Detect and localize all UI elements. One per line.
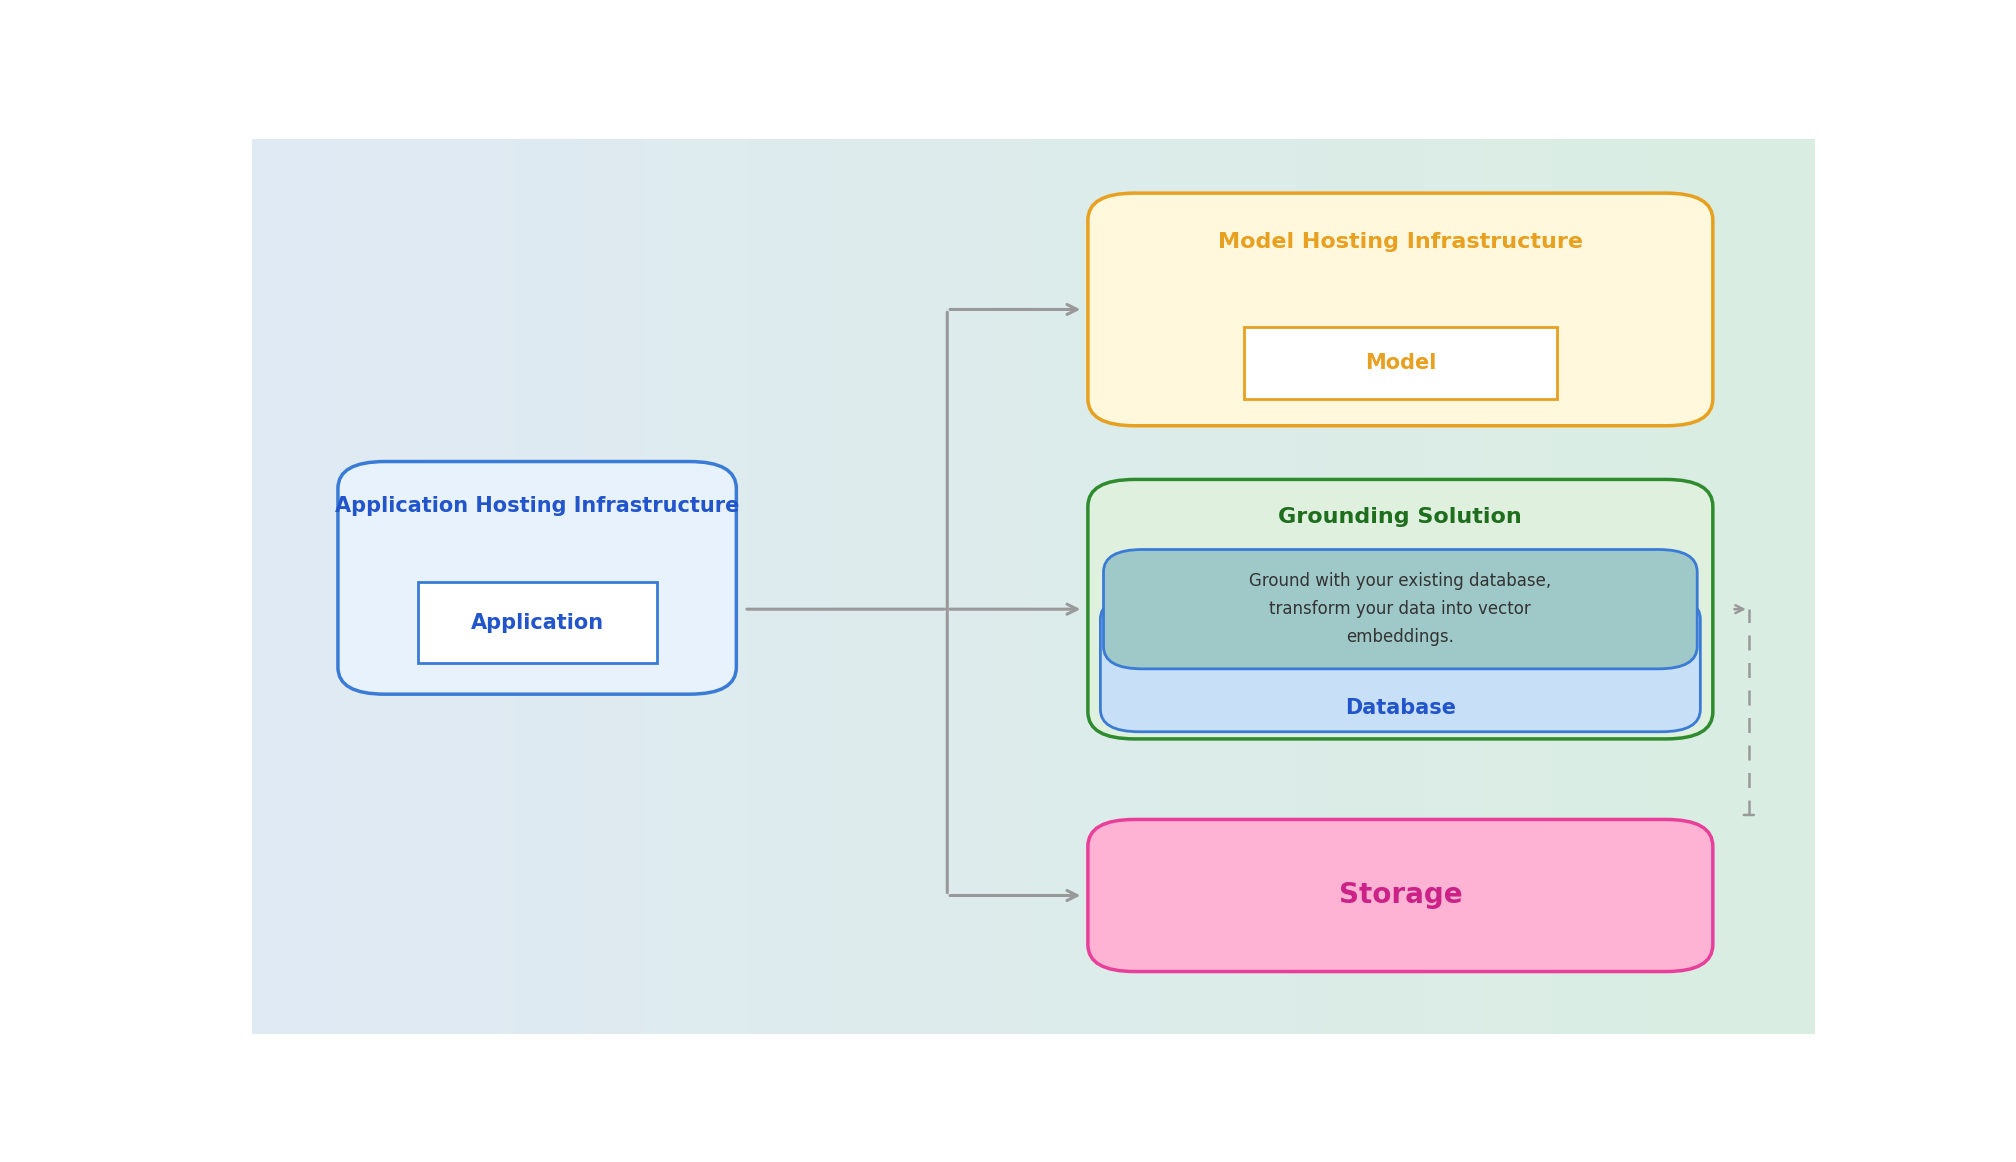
- FancyBboxPatch shape: [1244, 328, 1556, 399]
- Text: Model: Model: [1365, 353, 1435, 373]
- FancyBboxPatch shape: [1101, 597, 1699, 732]
- Text: Application: Application: [470, 612, 603, 632]
- FancyBboxPatch shape: [339, 461, 736, 694]
- FancyBboxPatch shape: [1089, 193, 1714, 425]
- FancyBboxPatch shape: [1103, 550, 1697, 669]
- Text: Model Hosting Infrastructure: Model Hosting Infrastructure: [1218, 232, 1583, 252]
- Text: Database: Database: [1345, 698, 1456, 718]
- FancyBboxPatch shape: [417, 582, 657, 662]
- FancyBboxPatch shape: [1089, 480, 1714, 739]
- Text: Grounding Solution: Grounding Solution: [1278, 507, 1522, 528]
- Text: Storage: Storage: [1339, 882, 1462, 910]
- Text: Application Hosting Infrastructure: Application Hosting Infrastructure: [335, 496, 740, 516]
- FancyBboxPatch shape: [1089, 819, 1714, 971]
- Text: Ground with your existing database,
transform your data into vector
embeddings.: Ground with your existing database, tran…: [1250, 573, 1552, 646]
